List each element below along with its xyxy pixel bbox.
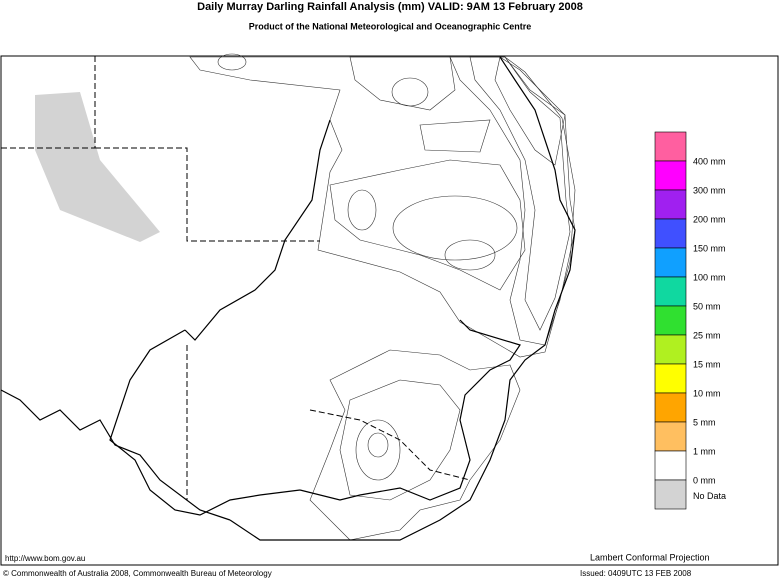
legend-label: 100 mm bbox=[693, 272, 726, 282]
legend-swatch bbox=[654, 131, 687, 162]
legend-label: 1 mm bbox=[693, 446, 716, 456]
rain-1mm bbox=[309, 349, 521, 541]
legend-swatch bbox=[654, 305, 687, 336]
legend-label: No Data bbox=[693, 491, 726, 501]
legend-swatch bbox=[654, 276, 687, 307]
legend-swatch bbox=[654, 160, 687, 191]
source-url: http://www.bom.gov.au bbox=[5, 554, 85, 563]
rain-15mm bbox=[449, 56, 576, 346]
legend-swatch bbox=[654, 363, 687, 394]
rain-10mm bbox=[392, 195, 518, 261]
issued: Issued: 0409UTC 13 FEB 2008 bbox=[580, 569, 692, 578]
subtitle: Product of the National Meteorological a… bbox=[249, 21, 532, 31]
rain-10mm bbox=[217, 53, 247, 71]
rain-25mm bbox=[469, 56, 571, 331]
state-border bbox=[95, 147, 320, 242]
legend-label: 5 mm bbox=[693, 417, 716, 427]
legend-swatch bbox=[654, 247, 687, 278]
legend-swatch bbox=[654, 189, 687, 220]
legend-label: 10 mm bbox=[693, 388, 721, 398]
rain-5mm bbox=[339, 379, 461, 501]
legend-label: 0 mm bbox=[693, 475, 716, 485]
rain-10mm bbox=[347, 189, 377, 231]
rain-0mm bbox=[419, 119, 491, 153]
legend-swatch bbox=[654, 334, 687, 365]
legend-label: 150 mm bbox=[693, 243, 726, 253]
coastline bbox=[229, 56, 576, 541]
legend-label: 15 mm bbox=[693, 359, 721, 369]
map bbox=[0, 53, 779, 566]
basin-boundary bbox=[184, 119, 331, 341]
legend-label: 200 mm bbox=[693, 214, 726, 224]
coastline bbox=[0, 389, 231, 521]
rain-15mm bbox=[367, 432, 389, 458]
legend-label: 400 mm bbox=[693, 156, 726, 166]
rain-15mm bbox=[391, 77, 429, 107]
legend-swatch bbox=[654, 479, 687, 510]
legend-swatch bbox=[654, 218, 687, 249]
state-border bbox=[309, 409, 471, 481]
map-frame bbox=[0, 55, 779, 566]
rain-50mm bbox=[494, 56, 566, 166]
rain-5mm bbox=[329, 159, 526, 291]
legend-label: 300 mm bbox=[693, 185, 726, 195]
projection: Lambert Conformal Projection bbox=[590, 552, 710, 562]
legend-swatch bbox=[654, 392, 687, 423]
legend-swatch bbox=[654, 450, 687, 481]
title: Daily Murray Darling Rainfall Analysis (… bbox=[197, 1, 583, 13]
rain-1mm bbox=[189, 56, 576, 358]
basin-boundary bbox=[109, 329, 301, 516]
legend-swatch bbox=[654, 421, 687, 452]
legend: 400 mm 300 mm 200 mm 150 mm 100 mm 50 mm 25 mm… bbox=[654, 131, 726, 510]
rain-15mm bbox=[444, 239, 496, 271]
basin-boundary bbox=[299, 319, 521, 501]
copyright: © Commonwealth of Australia 2008, Common… bbox=[3, 569, 272, 578]
rain-10mm bbox=[355, 419, 401, 481]
legend-label: 50 mm bbox=[693, 301, 721, 311]
legend-label: 25 mm bbox=[693, 330, 721, 340]
no-data-area bbox=[35, 92, 160, 242]
